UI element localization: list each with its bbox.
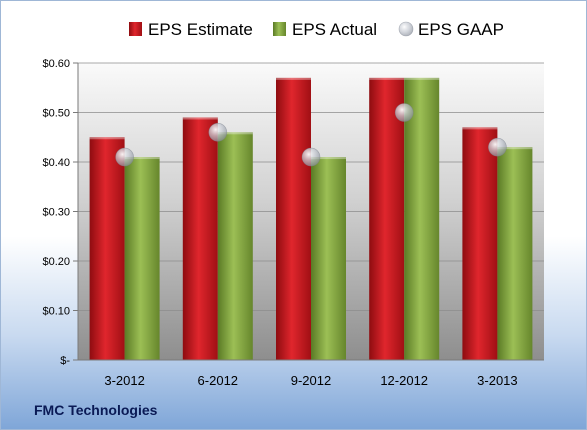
y-tick-label: $0.50 bbox=[42, 108, 70, 120]
marker-eps-gaap bbox=[394, 103, 414, 122]
bar-top-highlight bbox=[89, 137, 125, 140]
bar-top-highlight bbox=[497, 147, 533, 150]
x-tick-label: 9-2012 bbox=[291, 373, 331, 388]
bar-eps-estimate bbox=[276, 77, 311, 360]
legend-eps-actual-label: EPS Actual bbox=[292, 20, 377, 39]
legend-eps-gaap-swatch bbox=[398, 21, 414, 37]
bar-top-highlight bbox=[182, 117, 218, 120]
gaap-markers bbox=[115, 103, 507, 167]
marker-eps-gaap bbox=[208, 123, 228, 142]
marker-eps-gaap bbox=[301, 147, 321, 167]
x-tick-label: 3-2012 bbox=[104, 373, 144, 388]
marker-eps-gaap bbox=[115, 147, 134, 167]
bar-eps-estimate bbox=[369, 77, 405, 360]
x-tick-label: 12-2012 bbox=[380, 373, 428, 388]
bar-eps-actual bbox=[404, 77, 440, 360]
x-axis: 3-2012 6-2012 9-2012 12-2012 3-2013 bbox=[78, 359, 544, 388]
bar-top-highlight bbox=[404, 77, 440, 80]
legend-eps-estimate-label: EPS Estimate bbox=[148, 20, 253, 39]
bar-top-highlight bbox=[462, 127, 498, 130]
bar-top-highlight bbox=[276, 77, 311, 80]
y-tick-label: $0.60 bbox=[42, 58, 70, 70]
company-name: FMC Technologies bbox=[34, 402, 158, 418]
bar-top-highlight bbox=[124, 157, 160, 160]
bar-eps-actual bbox=[497, 147, 533, 360]
bar-top-highlight bbox=[311, 157, 346, 160]
marker-eps-gaap bbox=[488, 137, 507, 157]
bar-eps-estimate bbox=[182, 117, 218, 360]
bar-top-highlight bbox=[217, 132, 253, 135]
legend-eps-gaap-label: EPS GAAP bbox=[418, 20, 504, 39]
y-tick-label: $0.30 bbox=[42, 207, 70, 219]
y-tick-label: $- bbox=[60, 355, 70, 367]
bar-eps-estimate bbox=[462, 127, 498, 360]
legend-eps-actual-swatch bbox=[273, 22, 286, 36]
bar-eps-estimate bbox=[89, 137, 125, 360]
y-axis: $- $0.10 $0.20 $0.30 $0.40 $0.50 $0.60 bbox=[42, 58, 79, 367]
bar-eps-actual bbox=[217, 132, 253, 360]
bar-eps-actual bbox=[124, 157, 160, 360]
bar-eps-actual bbox=[311, 157, 346, 360]
y-tick-label: $0.40 bbox=[42, 157, 70, 169]
y-tick-label: $0.20 bbox=[42, 256, 70, 268]
x-tick-label: 3-2013 bbox=[477, 373, 517, 388]
x-tick-label: 6-2012 bbox=[198, 373, 238, 388]
bar-top-highlight bbox=[369, 77, 405, 80]
bars bbox=[89, 77, 533, 360]
legend: EPS Estimate EPS Actual EPS GAAP bbox=[129, 20, 504, 39]
y-tick-label: $0.10 bbox=[42, 306, 70, 318]
legend-eps-estimate-swatch bbox=[129, 22, 142, 36]
